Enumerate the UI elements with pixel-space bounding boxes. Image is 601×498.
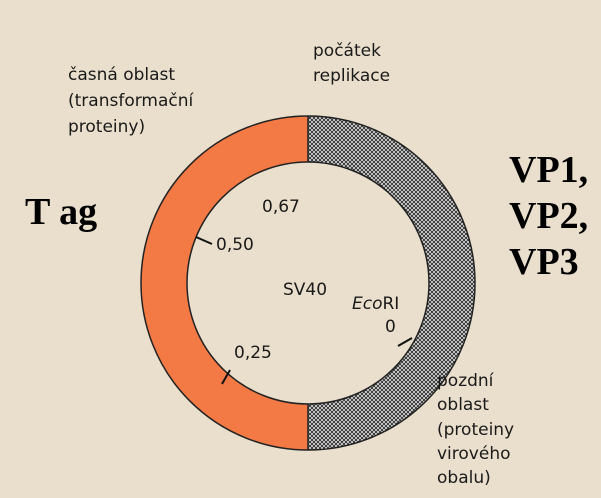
genome-ring — [141, 116, 475, 450]
late-protein: VP1, — [509, 149, 588, 191]
early-label: časná oblast — [68, 65, 175, 85]
origin-label: replikace — [313, 66, 390, 86]
late-label: virového — [437, 444, 511, 464]
map-unit: 0,67 — [262, 197, 300, 217]
tick — [397, 337, 413, 347]
origin-label: počátek — [313, 41, 381, 61]
map-unit: 0,25 — [234, 343, 272, 363]
early-half — [141, 116, 308, 450]
tick — [221, 369, 231, 385]
early-protein: T ag — [25, 191, 97, 233]
map-unit: 0 — [385, 317, 396, 337]
late-half — [308, 116, 475, 450]
late-label: oblast — [437, 395, 489, 415]
late-protein: VP3 — [509, 241, 579, 283]
ecori-roman: RI — [383, 294, 400, 314]
early-label: proteiny) — [68, 117, 145, 137]
genome-name: SV40 — [283, 280, 327, 300]
ecori-label: EcoRI — [352, 294, 399, 314]
late-label: pozdní — [437, 371, 495, 391]
late-label: (proteiny — [437, 420, 514, 440]
tick — [195, 236, 213, 245]
ecori-italic: Eco — [352, 294, 383, 314]
map-unit: 0,50 — [216, 235, 254, 255]
early-label: (transformační — [68, 91, 195, 111]
late-label: obalu) — [437, 468, 491, 488]
late-protein: VP2, — [509, 195, 588, 237]
